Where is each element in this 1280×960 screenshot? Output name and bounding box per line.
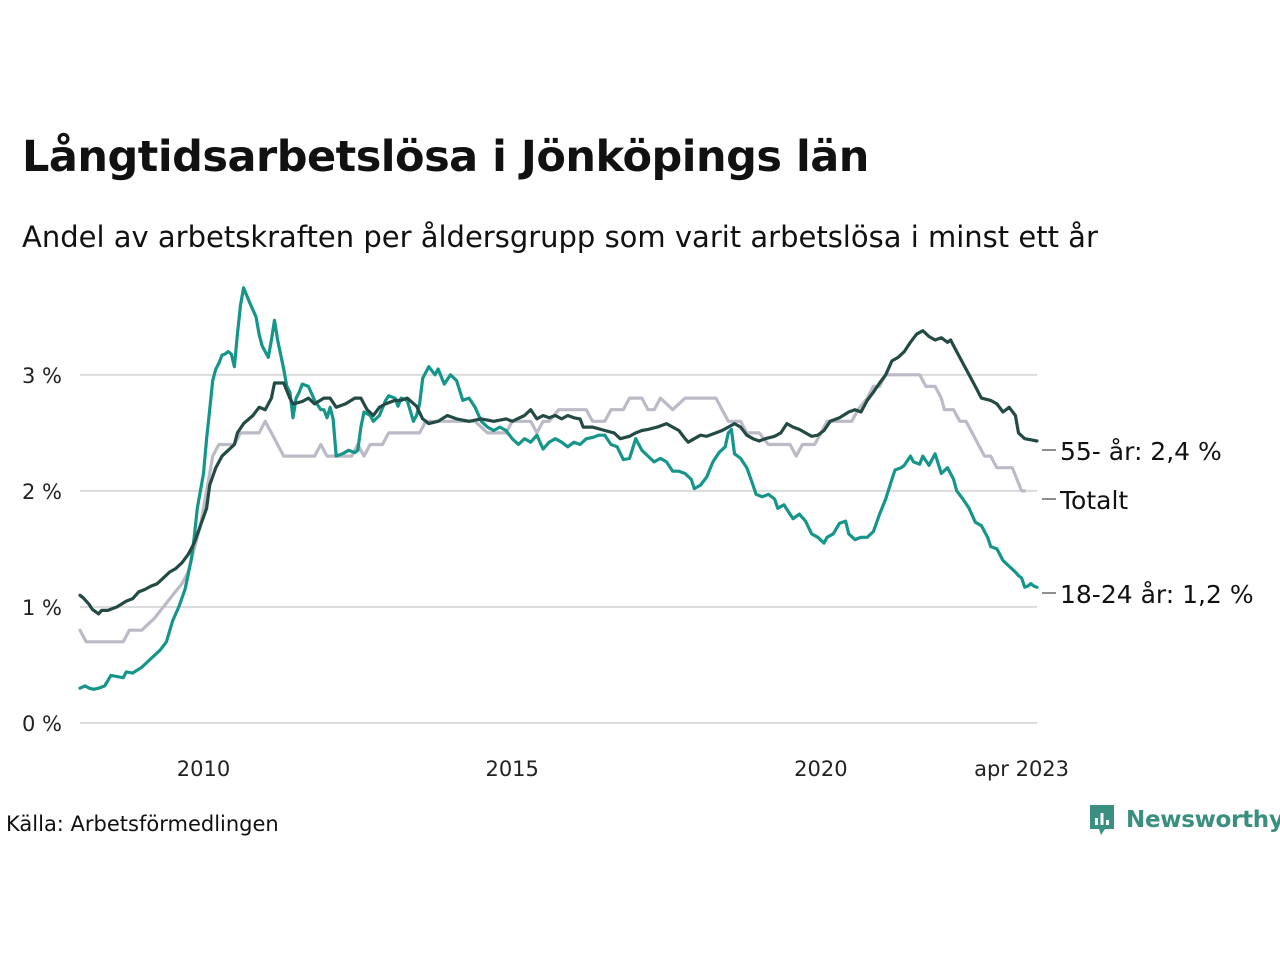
newsworthy-logo-text: Newsworthy (1126, 807, 1280, 833)
y-tick-label: 2 % (22, 480, 62, 504)
y-tick-label: 0 % (22, 712, 62, 736)
x-tick-label: apr 2023 (974, 757, 1069, 781)
series-line-total (78, 373, 1027, 644)
x-tick-label: 2010 (177, 757, 230, 781)
end-label-young: 18-24 år: 1,2 % (1060, 580, 1254, 609)
newsworthy-logo[interactable]: Newsworthy (1088, 803, 1280, 837)
x-tick-label: 2015 (485, 757, 538, 781)
series-line-old (78, 329, 1039, 616)
axis-labels: 0 % 1 % 2 % 3 % 2010 2015 2020 apr 2023 (22, 364, 1069, 781)
source-note: Källa: Arbetsförmedlingen (6, 812, 279, 836)
newsworthy-logo-icon (1090, 805, 1114, 835)
y-tick-label: 1 % (22, 596, 62, 620)
end-label-old: 55- år: 2,4 % (1060, 437, 1222, 466)
chart-subtitle: Andel av arbetskraften per åldersgrupp s… (22, 220, 1098, 254)
end-label-total: Totalt (1059, 486, 1128, 515)
chart-title: Långtidsarbetslösa i Jönköpings län (22, 132, 869, 182)
series-line-young (78, 286, 1039, 691)
y-tick-label: 3 % (22, 364, 62, 388)
end-labels: Totalt 18-24 år: 1,2 % 55- år: 2,4 % (1042, 437, 1254, 609)
x-tick-label: 2020 (794, 757, 847, 781)
gridlines (80, 373, 1037, 724)
series-lines (78, 286, 1039, 691)
